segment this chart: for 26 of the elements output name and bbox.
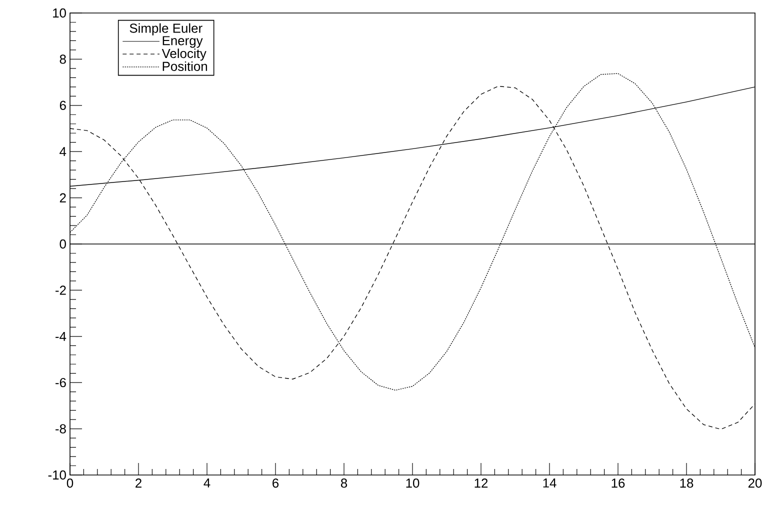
x-tick-label: 8 <box>340 478 348 488</box>
legend-label: Position <box>162 61 208 71</box>
x-tick-label: 0 <box>66 478 74 488</box>
x-tick-label: 18 <box>680 478 694 488</box>
y-tick-label: 0 <box>60 239 66 249</box>
y-tick-label: -4 <box>56 332 66 341</box>
x-tick-label: 6 <box>272 478 279 488</box>
y-tick-label: 8 <box>60 54 66 64</box>
x-tick-label: 12 <box>474 478 488 488</box>
y-tick-label: -2 <box>56 286 66 295</box>
y-tick-label: -6 <box>56 378 66 388</box>
x-tick-label: 4 <box>204 478 210 488</box>
legend-label: Velocity <box>162 48 206 61</box>
legend-title: Simple Euler <box>130 23 202 36</box>
x-tick-label: 20 <box>748 478 762 488</box>
y-tick-label: -8 <box>56 424 66 434</box>
y-tick-label: -10 <box>48 470 66 480</box>
y-tick-label: 10 <box>53 8 66 18</box>
legend-label: Energy <box>162 36 203 48</box>
y-tick-label: 4 <box>60 147 66 156</box>
y-tick-label: 2 <box>60 193 66 202</box>
x-tick-label: 16 <box>612 478 625 488</box>
x-tick-label: 2 <box>136 478 142 488</box>
x-tick-label: 14 <box>543 478 556 488</box>
x-tick-label: 10 <box>406 478 420 488</box>
y-tick-label: 6 <box>60 100 66 110</box>
